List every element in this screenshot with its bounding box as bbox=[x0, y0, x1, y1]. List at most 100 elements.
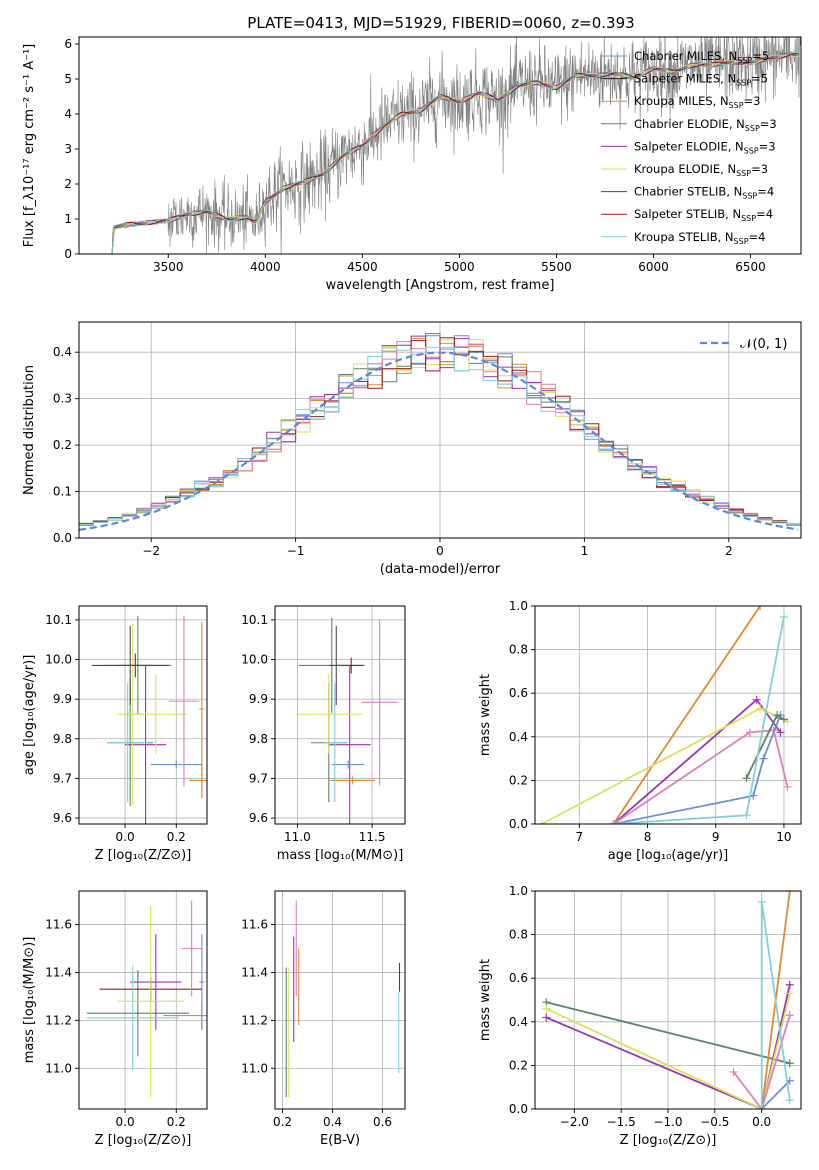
y-tick-label: 0.4 bbox=[509, 730, 528, 744]
weight-marker bbox=[785, 980, 794, 989]
weight-marker bbox=[729, 1067, 738, 1076]
x-tick-label: 2 bbox=[725, 544, 733, 558]
error-bar-point bbox=[86, 970, 190, 1057]
panel-mass-vs-EBV: 0.2 0.4 0.6 11.0 11.2 11.4 11.6 E(B-V) bbox=[241, 890, 406, 1148]
x-tick-label: 7 bbox=[576, 830, 584, 844]
panel-weight-vs-Z: −2.0 −1.5 −1.0 −0.5 0.0 0.0 0.2 0.4 0.6 0.8 1.0 Z [… bbox=[478, 884, 802, 1148]
axes-frame bbox=[534, 605, 802, 825]
axes-frame bbox=[78, 321, 802, 539]
weight-marker bbox=[756, 606, 765, 610]
weight-marker bbox=[785, 1059, 794, 1068]
error-bar-point bbox=[125, 665, 167, 824]
error-bar-point bbox=[107, 683, 149, 803]
y-tick-label: 10.0 bbox=[45, 653, 72, 667]
panel-age-vs-Z: 0.0 0.2 9.6 9.7 9.8 9.9 10.0 10.1 Z [log₁₀(Z/Z⊙)… bbox=[22, 605, 208, 863]
plot-area-spectrum bbox=[111, 37, 801, 254]
error-bar-point bbox=[328, 625, 344, 706]
y-tick-label: 0.0 bbox=[509, 817, 528, 831]
weight-marker bbox=[776, 728, 785, 737]
y-axis-label: Normed distribution bbox=[22, 365, 37, 495]
gaussian-reference-curve bbox=[79, 351, 799, 531]
x-tick-label: 1 bbox=[581, 544, 589, 558]
y-tick-label: 0.2 bbox=[509, 773, 528, 787]
y-tick-label: 9.6 bbox=[53, 811, 72, 825]
y-tick-label: 11.0 bbox=[45, 1061, 72, 1075]
panel-mass-vs-Z: 0.0 0.2 11.0 11.2 11.4 11.6 Z [log₁₀(Z/Z⊙)] mas… bbox=[22, 890, 208, 1148]
axes-frame bbox=[78, 36, 802, 255]
error-bar-point bbox=[328, 665, 371, 824]
x-axis-label: wavelength [Angstrom, rest frame] bbox=[326, 278, 555, 293]
y-tick-label: 0.1 bbox=[53, 485, 72, 499]
x-tick-label: 3500 bbox=[153, 260, 184, 274]
x-axis-label: mass [log₁₀(M/M⊙)] bbox=[277, 848, 404, 863]
y-tick-label: 0.3 bbox=[53, 392, 72, 406]
legend-label: Kroupa MILES, NSSP=3 bbox=[634, 94, 760, 110]
legend-label: Kroupa STELIB, NSSP=4 bbox=[634, 230, 765, 246]
plot-area-mass-vs-Z bbox=[86, 900, 207, 1098]
y-tick-label: 0.6 bbox=[509, 686, 528, 700]
x-axis-label: age [log₁₀(age/yr)] bbox=[608, 848, 729, 863]
weight-marker bbox=[742, 774, 751, 783]
y-tick-label: 4 bbox=[64, 107, 72, 121]
weight-marker bbox=[742, 811, 751, 820]
y-tick-label: 0.2 bbox=[53, 438, 72, 452]
y-tick-label: 11.6 bbox=[45, 918, 72, 932]
y-axis-label: mass weight bbox=[478, 674, 493, 756]
weight-line-4 bbox=[613, 714, 782, 824]
y-tick-label: 11.6 bbox=[241, 918, 268, 932]
x-tick-label: 0.2 bbox=[167, 830, 186, 844]
error-bar-point bbox=[91, 625, 169, 706]
y-tick-label: 5 bbox=[64, 72, 72, 86]
figure-title: PLATE=0413, MJD=51929, FIBERID=0060, z=0… bbox=[247, 14, 634, 32]
error-bar-point bbox=[86, 965, 179, 1071]
x-tick-label: 6500 bbox=[735, 260, 766, 274]
axes-frame bbox=[78, 605, 208, 825]
y-tick-label: 0.0 bbox=[53, 531, 72, 545]
y-tick-label: 0.8 bbox=[509, 928, 528, 942]
weight-marker bbox=[542, 1013, 551, 1022]
y-tick-label: 11.2 bbox=[241, 1013, 268, 1027]
error-bar-point bbox=[324, 683, 346, 803]
x-tick-label: 0 bbox=[436, 544, 444, 558]
panel-spectrum: 3500 4000 4500 5000 5500 6000 6500 0 1 2 3 4 5 6 wavel… bbox=[22, 36, 802, 293]
y-tick-label: 3 bbox=[64, 142, 72, 156]
panel-age-vs-mass: 11.0 11.5 9.6 9.7 9.8 9.9 10.0 10.1 mass [log₁₀(… bbox=[241, 605, 406, 863]
legend-label: Salpeter STELIB, NSSP=4 bbox=[634, 207, 773, 223]
x-tick-label: 0.2 bbox=[167, 1115, 186, 1129]
weight-marker bbox=[779, 715, 788, 724]
y-tick-label: 1.0 bbox=[509, 599, 528, 613]
weight-marker bbox=[757, 1105, 766, 1109]
y-tick-label: 9.7 bbox=[249, 771, 268, 785]
x-axis-label: Z [log₁₀(Z/Z⊙)] bbox=[620, 1133, 717, 1148]
y-tick-label: 1.0 bbox=[509, 884, 528, 898]
weight-marker bbox=[785, 989, 794, 998]
y-tick-label: 9.8 bbox=[249, 732, 268, 746]
axes-frame bbox=[274, 605, 406, 825]
weight-line-0 bbox=[545, 1001, 791, 1065]
y-tick-label: 9.9 bbox=[53, 692, 72, 706]
legend-label: Chabrier STELIB, NSSP=4 bbox=[634, 185, 774, 201]
plot-area-weight-vs-age bbox=[537, 606, 792, 824]
y-tick-label: 11.4 bbox=[45, 965, 72, 979]
panel-residuals: −2 −1 0 1 2 0.0 0.1 0.2 0.3 0.4 (data-model)/error… bbox=[22, 321, 802, 577]
x-tick-label: 4500 bbox=[347, 260, 378, 274]
plot-area-weight-vs-Z bbox=[542, 891, 794, 1109]
x-tick-label: 6000 bbox=[638, 260, 669, 274]
legend-label: Salpeter ELODIE, NSSP=3 bbox=[634, 139, 776, 155]
y-tick-label: 9.9 bbox=[249, 692, 268, 706]
y-tick-label: 1 bbox=[64, 212, 72, 226]
weight-marker bbox=[756, 704, 765, 713]
model-spectrum-5 bbox=[111, 54, 800, 254]
weight-marker bbox=[542, 1004, 551, 1013]
x-tick-label: −0.5 bbox=[700, 1115, 729, 1129]
y-tick-label: 0.4 bbox=[53, 345, 72, 359]
x-tick-label: 0.0 bbox=[116, 1115, 135, 1129]
plot-area-mass-vs-EBV bbox=[285, 900, 401, 1098]
weight-line-5 bbox=[761, 1080, 791, 1109]
weight-marker bbox=[773, 711, 782, 719]
x-tick-label: 0.4 bbox=[323, 1115, 342, 1129]
y-tick-label: 11.2 bbox=[45, 1013, 72, 1027]
error-bar-point bbox=[181, 900, 202, 997]
spectrum-legend: Chabrier MILES, NSSP=5 Salpeter MILES, NS… bbox=[601, 49, 777, 246]
